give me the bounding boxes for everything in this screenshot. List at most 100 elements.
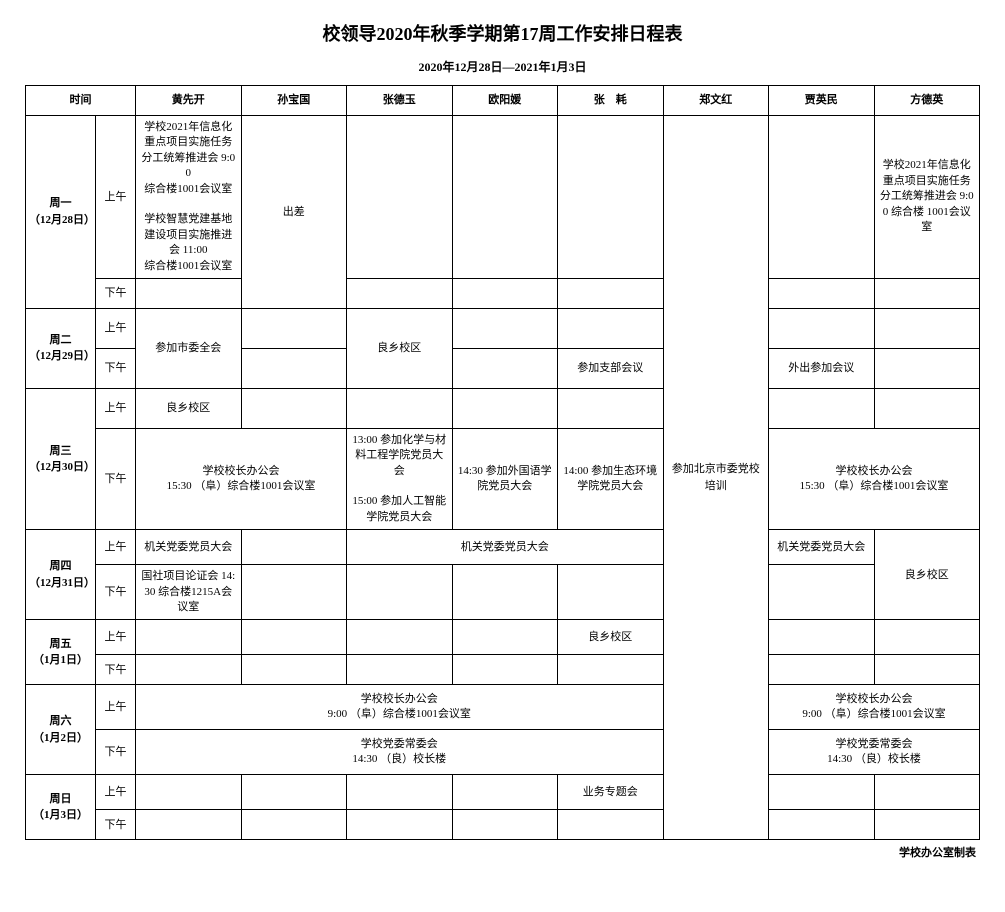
mon-pm-p3 bbox=[347, 278, 453, 308]
sat-pm-label: 下午 bbox=[96, 730, 136, 775]
fri-pm-p4 bbox=[452, 655, 558, 685]
week-p6: 参加北京市委党校培训 bbox=[663, 116, 769, 840]
tue-pm-p5: 参加支部会议 bbox=[558, 348, 664, 388]
thu-am-p1: 机关党委党员大会 bbox=[136, 530, 242, 565]
thu-am-p2 bbox=[241, 530, 347, 565]
sun-pm-p1 bbox=[136, 810, 242, 840]
sun-pm-p5 bbox=[558, 810, 664, 840]
thu-pm-p1: 国社项目论证会 14:30 综合楼1215A会议室 bbox=[136, 565, 242, 620]
thu-am-row: 周四 （12月31日） 上午 机关党委党员大会 机关党委党员大会 机关党委党员大… bbox=[26, 530, 980, 565]
wed-label: 周三 （12月30日） bbox=[26, 388, 96, 529]
fri-pm-p2 bbox=[241, 655, 347, 685]
sun-am-row: 周日 （1月3日） 上午 业务专题会 bbox=[26, 775, 980, 810]
thu-pm-p3 bbox=[347, 565, 453, 620]
fri-pm-p5 bbox=[558, 655, 664, 685]
wed-am-p1: 良乡校区 bbox=[136, 388, 242, 428]
header-row: 时间 黄先开 孙宝国 张德玉 欧阳媛 张 耗 郑文红 贾英民 方德英 bbox=[26, 86, 980, 116]
wed-am-p5 bbox=[558, 388, 664, 428]
thu-pm-p4 bbox=[452, 565, 558, 620]
footer-text: 学校办公室制表 bbox=[25, 844, 980, 860]
sun-pm-p8 bbox=[874, 810, 980, 840]
header-time: 时间 bbox=[26, 86, 136, 116]
tue-am-label: 上午 bbox=[96, 308, 136, 348]
mon-am-p3 bbox=[347, 116, 453, 279]
tue-pm-p2 bbox=[241, 348, 347, 388]
mon-pm-label: 下午 bbox=[96, 278, 136, 308]
tue-p1: 参加市委全会 bbox=[136, 308, 242, 388]
wed-pm-p4: 14:30 参加外国语学院党员大会 bbox=[452, 428, 558, 529]
sun-am-label: 上午 bbox=[96, 775, 136, 810]
fri-am-p2 bbox=[241, 620, 347, 655]
wed-pm-row: 下午 学校校长办公会 15:30 （阜）综合楼1001会议室 13:00 参加化… bbox=[26, 428, 980, 529]
mon-am-p8: 学校2021年信息化重点项目实施任务分工统筹推进会 9:00 综合楼 1001会… bbox=[874, 116, 980, 279]
mon-am-label: 上午 bbox=[96, 116, 136, 279]
mon-pm-p4 bbox=[452, 278, 558, 308]
fri-pm-p1 bbox=[136, 655, 242, 685]
header-p6: 郑文红 bbox=[663, 86, 769, 116]
thu-am-p345: 机关党委党员大会 bbox=[347, 530, 664, 565]
fri-pm-row: 下午 bbox=[26, 655, 980, 685]
page-subtitle: 2020年12月28日—2021年1月3日 bbox=[25, 58, 980, 75]
tue-am-p7 bbox=[769, 308, 875, 348]
mon-label: 周一 （12月28日） bbox=[26, 116, 96, 309]
wed-pm-p5: 14:00 参加生态环境学院党员大会 bbox=[558, 428, 664, 529]
tue-p3: 良乡校区 bbox=[347, 308, 453, 388]
thu-p8: 良乡校区 bbox=[874, 530, 980, 620]
fri-pm-p8 bbox=[874, 655, 980, 685]
mon-am-row: 周一 （12月28日） 上午 学校2021年信息化重点项目实施任务分工统筹推进会… bbox=[26, 116, 980, 279]
mon-p2: 出差 bbox=[241, 116, 347, 309]
sat-pm-row: 下午 学校党委常委会 14:30 （良）校长楼 学校党委常委会 14:30 （良… bbox=[26, 730, 980, 775]
header-p2: 孙宝国 bbox=[241, 86, 347, 116]
tue-pm-p7: 外出参加会议 bbox=[769, 348, 875, 388]
wed-am-p8 bbox=[874, 388, 980, 428]
tue-pm-label: 下午 bbox=[96, 348, 136, 388]
header-p8: 方德英 bbox=[874, 86, 980, 116]
mon-am-p5 bbox=[558, 116, 664, 279]
wed-am-p7 bbox=[769, 388, 875, 428]
mon-pm-p1 bbox=[136, 278, 242, 308]
header-p5: 张 耗 bbox=[558, 86, 664, 116]
fri-am-p3 bbox=[347, 620, 453, 655]
sun-am-p4 bbox=[452, 775, 558, 810]
tue-label: 周二 （12月29日） bbox=[26, 308, 96, 388]
tue-am-row: 周二 （12月29日） 上午 参加市委全会 良乡校区 bbox=[26, 308, 980, 348]
fri-am-p8 bbox=[874, 620, 980, 655]
tue-am-p2 bbox=[241, 308, 347, 348]
fri-am-p7 bbox=[769, 620, 875, 655]
sun-pm-p2 bbox=[241, 810, 347, 840]
sun-pm-p7 bbox=[769, 810, 875, 840]
sun-pm-row: 下午 bbox=[26, 810, 980, 840]
fri-pm-p7 bbox=[769, 655, 875, 685]
wed-am-p4 bbox=[452, 388, 558, 428]
sun-label: 周日 （1月3日） bbox=[26, 775, 96, 840]
fri-am-p5: 良乡校区 bbox=[558, 620, 664, 655]
thu-am-label: 上午 bbox=[96, 530, 136, 565]
sun-am-p8 bbox=[874, 775, 980, 810]
sun-pm-label: 下午 bbox=[96, 810, 136, 840]
thu-am-p7: 机关党委党员大会 bbox=[769, 530, 875, 565]
fri-pm-label: 下午 bbox=[96, 655, 136, 685]
fri-am-p1 bbox=[136, 620, 242, 655]
fri-am-p4 bbox=[452, 620, 558, 655]
sun-am-p5: 业务专题会 bbox=[558, 775, 664, 810]
sat-am-p78: 学校校长办公会 9:00 （阜）综合楼1001会议室 bbox=[769, 685, 980, 730]
thu-pm-row: 下午 国社项目论证会 14:30 综合楼1215A会议室 bbox=[26, 565, 980, 620]
sun-pm-p3 bbox=[347, 810, 453, 840]
sat-am-row: 周六 （1月2日） 上午 学校校长办公会 9:00 （阜）综合楼1001会议室 … bbox=[26, 685, 980, 730]
sat-pm-main: 学校党委常委会 14:30 （良）校长楼 bbox=[136, 730, 664, 775]
tue-am-p8 bbox=[874, 308, 980, 348]
mon-am-p1: 学校2021年信息化重点项目实施任务分工统筹推进会 9:00 综合楼1001会议… bbox=[136, 116, 242, 279]
thu-pm-p2 bbox=[241, 565, 347, 620]
sun-am-p7 bbox=[769, 775, 875, 810]
thu-pm-p5 bbox=[558, 565, 664, 620]
thu-pm-p7 bbox=[769, 565, 875, 620]
mon-pm-p8 bbox=[874, 278, 980, 308]
wed-pm-label: 下午 bbox=[96, 428, 136, 529]
sun-am-p3 bbox=[347, 775, 453, 810]
wed-pm-p78: 学校校长办公会 15:30 （阜）综合楼1001会议室 bbox=[769, 428, 980, 529]
sat-pm-p78: 学校党委常委会 14:30 （良）校长楼 bbox=[769, 730, 980, 775]
mon-pm-row: 下午 bbox=[26, 278, 980, 308]
sat-am-label: 上午 bbox=[96, 685, 136, 730]
fri-label: 周五 （1月1日） bbox=[26, 620, 96, 685]
wed-pm-p12: 学校校长办公会 15:30 （阜）综合楼1001会议室 bbox=[136, 428, 347, 529]
